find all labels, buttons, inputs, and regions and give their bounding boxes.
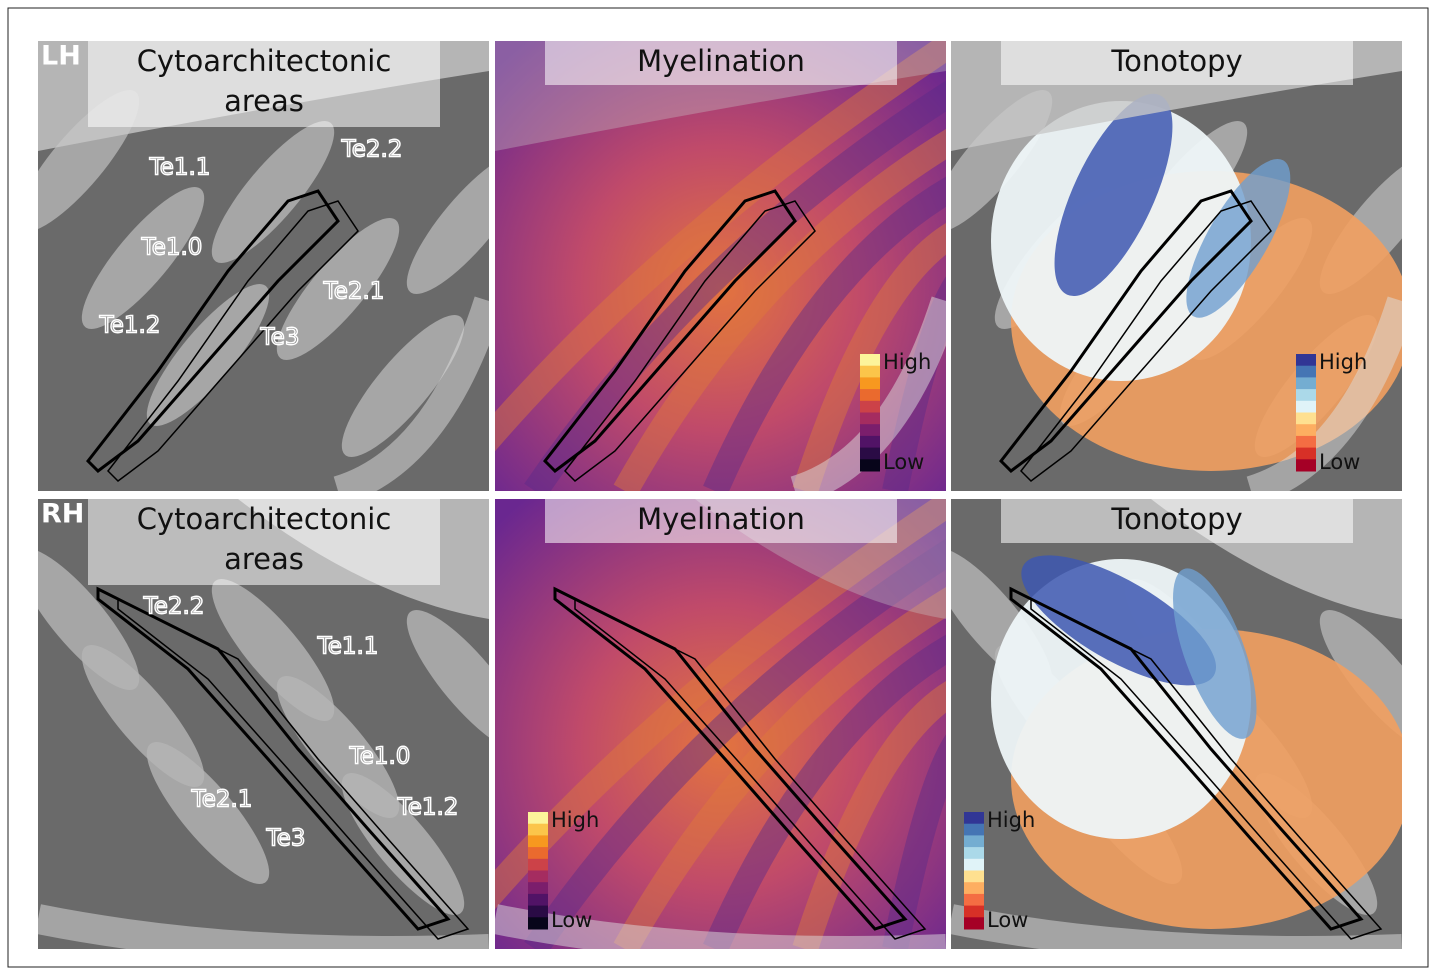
- colorbar-step: [860, 424, 880, 436]
- colorbar-step: [964, 917, 984, 929]
- area-label: Te1.1: [149, 155, 211, 181]
- panel-title: Tonotopy: [1110, 44, 1242, 78]
- colorbar-low: Low: [883, 450, 924, 474]
- colorbar-step: [964, 847, 984, 859]
- colorbar-step: [528, 812, 548, 824]
- brain-image: [913, 499, 1436, 951]
- colorbar-step: [860, 436, 880, 448]
- colorbar-step: [964, 812, 984, 824]
- colorbar-step: [528, 847, 548, 859]
- colorbar-high: High: [883, 350, 931, 374]
- figure: Cytoarchitectonic areas LH Te1.1 Te2.2 Te1.0 T…: [0, 0, 1436, 975]
- panel: Tonotopy High Low: [913, 41, 1436, 491]
- colorbar-step: [964, 835, 984, 847]
- colorbar-high: High: [551, 808, 599, 832]
- colorbar-step: [528, 824, 548, 836]
- colorbar-step: [860, 366, 880, 378]
- colorbar-step: [1296, 389, 1316, 401]
- colorbar-step: [1296, 436, 1316, 448]
- colorbar-step: [1296, 424, 1316, 436]
- colorbar-step: [1296, 366, 1316, 378]
- area-label: Te1.1: [317, 634, 379, 660]
- colorbar-step: [1296, 354, 1316, 366]
- colorbar-step: [860, 413, 880, 425]
- colorbar-step: [964, 906, 984, 918]
- panel: Tonotopy High Low: [913, 499, 1436, 951]
- panel: Cytoarchitectonic areas LH Te1.1 Te2.2 Te1.0 T…: [0, 41, 546, 492]
- panel-title: Tonotopy: [1110, 502, 1242, 536]
- colorbar-step: [1296, 448, 1316, 460]
- area-label: Te2.1: [323, 279, 385, 305]
- colorbar-step: [1296, 401, 1316, 413]
- area-label: Te1.0: [141, 235, 203, 261]
- area-label: Te1.2: [397, 795, 459, 821]
- panel-title: Myelination: [637, 44, 805, 78]
- colorbar-step: [964, 824, 984, 836]
- area-label: Te2.2: [143, 594, 205, 620]
- colorbar-step: [860, 377, 880, 389]
- area-label: Te2.2: [341, 137, 403, 163]
- colorbar-low: Low: [987, 908, 1028, 932]
- area-label: Te1.2: [99, 313, 161, 339]
- colorbar-high: High: [1319, 350, 1367, 374]
- colorbar-step: [528, 859, 548, 871]
- area-label: Te2.1: [191, 787, 253, 813]
- colorbar-step: [860, 401, 880, 413]
- brain-image: [445, 479, 986, 951]
- panel: Myelination High Low: [445, 479, 986, 951]
- colorbar-step: [860, 354, 880, 366]
- area-label: Te3: [260, 325, 300, 351]
- colorbar-step: [528, 906, 548, 918]
- title-line: areas: [224, 542, 304, 576]
- panel-title: Myelination: [637, 502, 805, 536]
- title-line: areas: [224, 84, 304, 118]
- title-line: Cytoarchitectonic: [137, 44, 392, 78]
- brain-image: [445, 21, 986, 491]
- colorbar-step: [964, 871, 984, 883]
- colorbar-step: [528, 882, 548, 894]
- colorbar-step: [860, 459, 880, 471]
- area-label: Te1.0: [349, 744, 411, 770]
- panel: Cytoarchitectonic areas RH Te2.2 Te1.1 Te1.0 T…: [0, 499, 546, 952]
- colorbar-low: Low: [1319, 450, 1360, 474]
- hemisphere: RH: [41, 499, 84, 530]
- colorbar-step: [964, 894, 984, 906]
- colorbar-step: [964, 882, 984, 894]
- colorbar-step: [964, 859, 984, 871]
- title-line: Cytoarchitectonic: [137, 502, 392, 536]
- area-label: Te3: [266, 826, 306, 852]
- colorbar-step: [1296, 413, 1316, 425]
- colorbar-step: [1296, 377, 1316, 389]
- panel: Myelination High Low: [445, 21, 986, 491]
- colorbar-high: High: [987, 808, 1035, 832]
- brain-image: [913, 41, 1436, 491]
- hemisphere: LH: [41, 41, 81, 72]
- colorbar-step: [860, 448, 880, 460]
- colorbar-step: [528, 894, 548, 906]
- colorbar-step: [528, 917, 548, 929]
- colorbar-step: [1296, 459, 1316, 471]
- colorbar-step: [860, 389, 880, 401]
- colorbar-low: Low: [551, 908, 592, 932]
- colorbar-step: [528, 871, 548, 883]
- colorbar-step: [528, 835, 548, 847]
